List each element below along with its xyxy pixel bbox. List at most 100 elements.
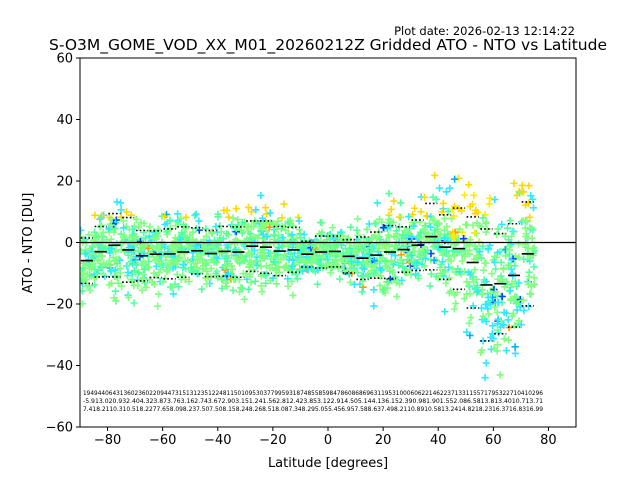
data-point bbox=[496, 371, 504, 379]
data-point bbox=[253, 261, 261, 269]
data-point bbox=[453, 248, 461, 256]
data-point bbox=[521, 224, 530, 232]
data-point bbox=[372, 220, 380, 228]
data-point bbox=[235, 276, 243, 284]
data-point bbox=[340, 268, 348, 276]
plot-date: Plot date: 2026-02-13 12:14:22 bbox=[394, 24, 575, 38]
data-point bbox=[478, 286, 486, 294]
data-point bbox=[213, 254, 221, 263]
data-point bbox=[410, 222, 418, 230]
y-tick-label: −60 bbox=[46, 421, 73, 436]
data-point bbox=[173, 210, 182, 218]
data-point bbox=[443, 222, 451, 231]
data-point bbox=[80, 247, 85, 255]
data-point bbox=[386, 223, 394, 231]
data-point bbox=[258, 288, 266, 296]
data-point bbox=[81, 250, 89, 258]
data-point bbox=[198, 285, 206, 293]
data-point bbox=[466, 290, 474, 298]
data-point bbox=[381, 257, 389, 265]
stats-row: -5.913.020.932.404.323.873.763.162.743.6… bbox=[83, 398, 543, 405]
data-point bbox=[150, 280, 159, 289]
data-point bbox=[498, 292, 506, 301]
data-point bbox=[440, 214, 448, 223]
chart-title: S-O3M_GOME_VOD_XX_M01_20260212Z Gridded … bbox=[49, 36, 607, 55]
data-point bbox=[363, 225, 371, 233]
data-point bbox=[493, 230, 501, 239]
data-point bbox=[441, 268, 449, 276]
data-point bbox=[502, 346, 511, 355]
data-point bbox=[490, 344, 498, 352]
data-point bbox=[476, 248, 484, 256]
data-point bbox=[227, 262, 236, 270]
data-point bbox=[124, 251, 132, 259]
data-point bbox=[470, 191, 478, 199]
data-point bbox=[219, 276, 227, 284]
data-point bbox=[155, 290, 163, 298]
data-point bbox=[166, 216, 174, 224]
data-point bbox=[484, 293, 492, 302]
data-point bbox=[427, 270, 435, 278]
data-point bbox=[524, 234, 532, 243]
data-point bbox=[511, 292, 519, 301]
data-point bbox=[511, 343, 519, 351]
data-point bbox=[280, 200, 288, 208]
data-point bbox=[454, 174, 463, 182]
data-point bbox=[501, 232, 509, 240]
bin-statistics bbox=[80, 201, 534, 342]
data-point bbox=[97, 213, 105, 221]
data-point bbox=[203, 267, 211, 275]
data-point bbox=[482, 219, 490, 228]
data-point bbox=[134, 269, 143, 277]
data-point bbox=[360, 265, 368, 273]
data-point bbox=[182, 265, 190, 273]
data-point bbox=[388, 266, 396, 274]
data-point bbox=[243, 223, 251, 231]
data-point bbox=[139, 259, 147, 267]
data-point bbox=[105, 213, 113, 221]
data-point bbox=[511, 349, 519, 358]
data-point bbox=[426, 223, 435, 231]
data-point bbox=[258, 224, 267, 232]
data-point bbox=[399, 231, 407, 239]
data-point bbox=[518, 181, 526, 189]
y-tick-label: −40 bbox=[46, 359, 73, 374]
data-point bbox=[458, 257, 466, 265]
data-point bbox=[257, 282, 265, 290]
data-point bbox=[456, 225, 464, 233]
data-point bbox=[273, 251, 281, 259]
data-point bbox=[275, 268, 284, 276]
data-point bbox=[408, 233, 416, 241]
data-point bbox=[321, 262, 330, 270]
data-point bbox=[397, 199, 405, 207]
data-point bbox=[390, 197, 398, 205]
data-point bbox=[360, 234, 368, 242]
data-point bbox=[288, 231, 296, 239]
data-point bbox=[485, 310, 493, 318]
data-point bbox=[244, 249, 253, 257]
data-point bbox=[370, 302, 378, 310]
data-point bbox=[471, 229, 479, 237]
data-point bbox=[210, 250, 219, 259]
data-point bbox=[380, 241, 389, 250]
data-point bbox=[526, 213, 534, 221]
data-point bbox=[370, 286, 378, 294]
data-point bbox=[189, 228, 197, 236]
data-point bbox=[479, 214, 487, 222]
data-point bbox=[382, 247, 390, 255]
data-point bbox=[387, 256, 395, 265]
data-point bbox=[465, 282, 473, 290]
data-point bbox=[280, 253, 288, 262]
data-point bbox=[439, 199, 447, 208]
data-point bbox=[467, 314, 475, 322]
data-point bbox=[263, 233, 271, 241]
data-point bbox=[421, 222, 430, 230]
data-point bbox=[117, 206, 125, 214]
data-point bbox=[318, 253, 326, 262]
data-point bbox=[416, 228, 425, 236]
y-tick-label: −20 bbox=[46, 298, 73, 313]
data-point bbox=[274, 263, 283, 271]
data-point bbox=[146, 276, 154, 284]
data-point bbox=[469, 273, 477, 281]
data-point bbox=[185, 277, 193, 286]
